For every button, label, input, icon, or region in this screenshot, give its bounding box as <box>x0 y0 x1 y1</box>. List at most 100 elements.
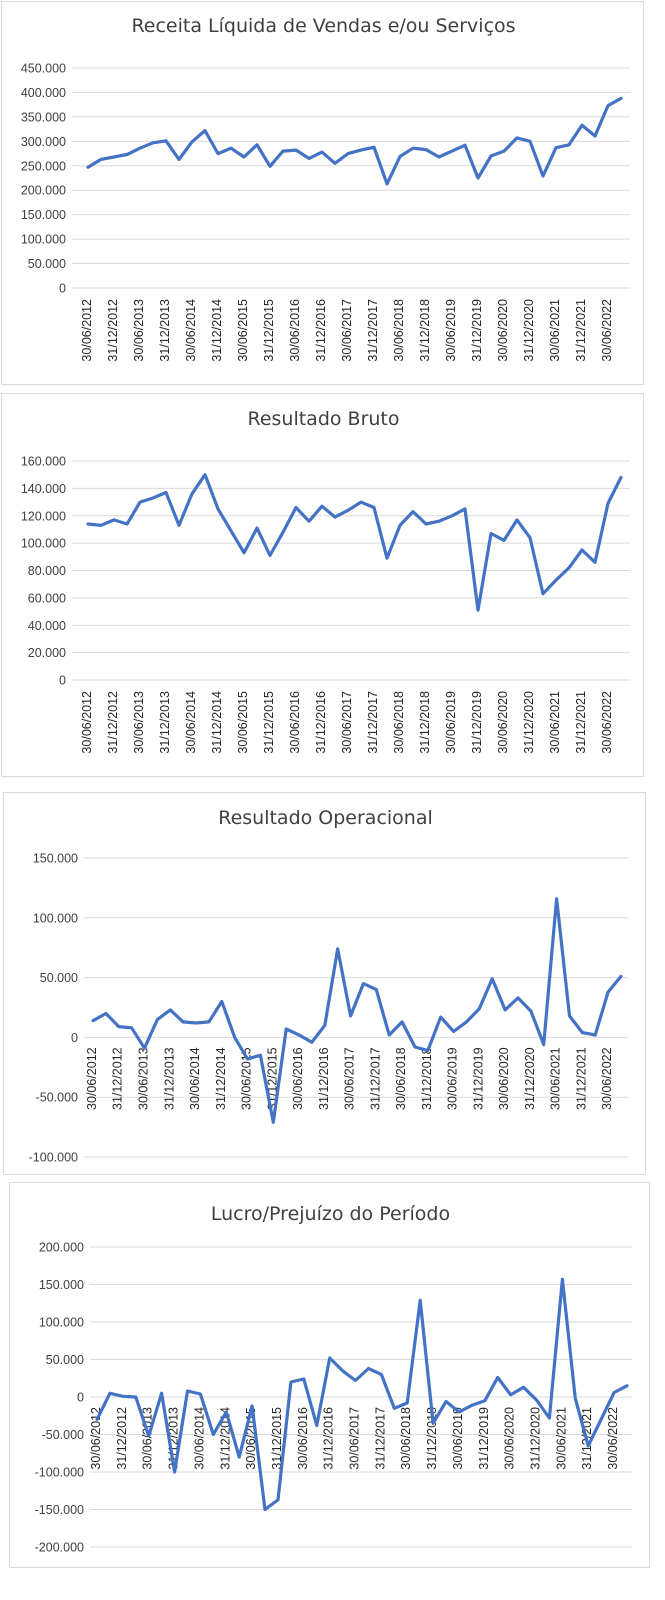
x-tick-label: 30/06/2017 <box>340 299 354 362</box>
x-tick-label: 30/06/2019 <box>446 1047 460 1110</box>
y-tick-label: 120.000 <box>21 509 66 523</box>
chart-panel-receita: Receita Líquida de Vendas e/ou Serviços 4… <box>1 1 644 385</box>
x-tick-label: 30/06/2021 <box>549 1047 563 1110</box>
x-tick-label: 31/12/2016 <box>314 691 328 754</box>
x-tick-label: 30/06/2022 <box>600 299 614 362</box>
y-tick-label: 200.000 <box>39 1241 84 1255</box>
chart-resultado-operacional: Resultado Operacional 150.000 100.000 50.00… <box>29 807 628 1165</box>
x-tick-label: 30/06/2012 <box>89 1407 103 1470</box>
x-tick-label: 30/06/2016 <box>296 1407 310 1470</box>
x-tick-label: 30/06/2018 <box>392 691 406 754</box>
x-tick-label: 31/12/2020 <box>529 1407 543 1470</box>
x-tick-label: 30/06/2017 <box>343 1047 357 1110</box>
x-tick-label: 30/06/2012 <box>80 691 94 754</box>
chart-title: Lucro/Prejuízo do Período <box>211 1203 450 1225</box>
x-tick-label: 30/06/2016 <box>291 1047 305 1110</box>
chart-resultado-bruto: Resultado Bruto 160.000 140.000 120.000 100.… <box>21 408 630 754</box>
y-tick-label: -100.000 <box>29 1151 78 1165</box>
y-tick-label: 0 <box>59 674 66 688</box>
y-tick-label: -150.000 <box>35 1503 84 1517</box>
x-tick-label: 30/06/2013 <box>132 691 146 754</box>
x-tick-label: 30/06/2015 <box>236 691 250 754</box>
y-tick-label: 150.000 <box>39 1278 84 1292</box>
y-tick-label: 100.000 <box>39 1316 84 1330</box>
x-tick-label: 31/12/2021 <box>574 1047 588 1110</box>
x-tick-label: 31/12/2015 <box>262 691 276 754</box>
x-tick-label: 30/06/2014 <box>192 1407 206 1470</box>
x-tick-label: 30/06/2019 <box>444 691 458 754</box>
x-tick-label: 31/12/2014 <box>210 691 224 754</box>
x-tick-label: 30/06/2021 <box>554 1407 568 1470</box>
series-line <box>86 96 623 186</box>
x-tick-label: 30/06/2016 <box>288 691 302 754</box>
x-tick-label: 31/12/2018 <box>418 299 432 362</box>
y-tick-label: 200.000 <box>21 184 66 198</box>
x-tick-label: 30/06/2015 <box>240 1047 254 1110</box>
x-tick-label: 31/12/2019 <box>477 1407 491 1470</box>
x-tick-label: 30/06/2018 <box>392 299 406 362</box>
chart-title: Receita Líquida de Vendas e/ou Serviços <box>131 15 515 37</box>
y-tick-label: 150.000 <box>33 852 78 866</box>
y-tick-label: 40.000 <box>28 619 66 633</box>
x-tick-label: 31/12/2012 <box>106 691 120 754</box>
x-tick-label: 31/12/2020 <box>523 1047 537 1110</box>
x-tick-label: 30/06/2022 <box>600 691 614 754</box>
y-tick-label: 50.000 <box>46 1353 84 1367</box>
x-tick-label: 30/06/2019 <box>451 1407 465 1470</box>
x-tick-label: 30/06/2021 <box>548 299 562 362</box>
x-tick-label: 30/06/2020 <box>496 691 510 754</box>
y-tick-label: 140.000 <box>21 482 66 496</box>
x-tick-label: 30/06/2012 <box>85 1047 99 1110</box>
x-tick-label: 31/12/2016 <box>314 299 328 362</box>
y-tick-label: -100.000 <box>35 1466 84 1480</box>
x-tick-label: 30/06/2018 <box>399 1407 413 1470</box>
x-tick-label: 31/12/2014 <box>210 299 224 362</box>
x-tick-label: 30/06/2020 <box>497 1047 511 1110</box>
x-tick-label: 30/06/2022 <box>600 1047 614 1110</box>
y-tick-label: 160.000 <box>21 455 66 469</box>
y-tick-label: 0 <box>77 1391 84 1405</box>
x-tick-label: 31/12/2020 <box>522 299 536 362</box>
y-tick-label: 100.000 <box>21 233 66 247</box>
chart-lucro-prejuizo: Lucro/Prejuízo do Período 200.000 150.000 1… <box>35 1203 632 1555</box>
x-tick-label: 30/06/2021 <box>548 691 562 754</box>
x-tick-label: 30/06/2013 <box>137 1047 151 1110</box>
x-tick-label: 31/12/2017 <box>368 1047 382 1110</box>
series-line <box>95 1277 629 1512</box>
series-line <box>91 897 623 1124</box>
x-tick-label: 30/06/2016 <box>288 299 302 362</box>
y-tick-label: 100.000 <box>33 911 78 925</box>
x-tick-label: 31/12/2017 <box>366 691 380 754</box>
x-tick-label: 31/12/2012 <box>106 299 120 362</box>
x-tick-label: 31/12/2013 <box>162 1047 176 1110</box>
x-tick-label: 31/12/2017 <box>366 299 380 362</box>
x-tick-label: 31/12/2017 <box>373 1407 387 1470</box>
x-tick-label: 30/06/2017 <box>340 691 354 754</box>
y-tick-label: 50.000 <box>40 971 78 985</box>
x-tick-label: 31/12/2018 <box>418 691 432 754</box>
y-tick-label: 60.000 <box>28 591 66 605</box>
x-tick-label: 31/12/2019 <box>471 1047 485 1110</box>
chart-panel-resultado-operacional: Resultado Operacional 150.000 100.000 50.00… <box>3 792 646 1175</box>
chart-panel-lucro-prejuizo: Lucro/Prejuízo do Período 200.000 150.000 1… <box>9 1182 650 1568</box>
x-tick-label: 31/12/2021 <box>574 299 588 362</box>
y-tick-label: -200.000 <box>35 1541 84 1555</box>
x-tick-label: 31/12/2016 <box>317 1047 331 1110</box>
x-tick-label: 31/12/2020 <box>522 691 536 754</box>
x-tick-label: 31/12/2021 <box>574 691 588 754</box>
y-tick-label: -50.000 <box>36 1091 78 1105</box>
x-tick-label: 31/12/2018 <box>425 1407 439 1470</box>
y-tick-label: 450.000 <box>21 62 66 76</box>
x-tick-label: 30/06/2013 <box>132 299 146 362</box>
x-tick-label: 30/06/2017 <box>348 1407 362 1470</box>
x-tick-label: 31/12/2016 <box>322 1407 336 1470</box>
y-tick-label: 350.000 <box>21 110 66 124</box>
x-tick-label: 30/06/2020 <box>503 1407 517 1470</box>
x-tick-label: 30/06/2014 <box>188 1047 202 1110</box>
y-tick-label: 100.000 <box>21 537 66 551</box>
x-tick-label: 30/06/2018 <box>394 1047 408 1110</box>
x-tick-label: 30/06/2020 <box>496 299 510 362</box>
y-tick-label: 80.000 <box>28 564 66 578</box>
chart-receita: Receita Líquida de Vendas e/ou Serviços 4… <box>21 15 630 362</box>
x-tick-label: 30/06/2022 <box>606 1407 620 1470</box>
